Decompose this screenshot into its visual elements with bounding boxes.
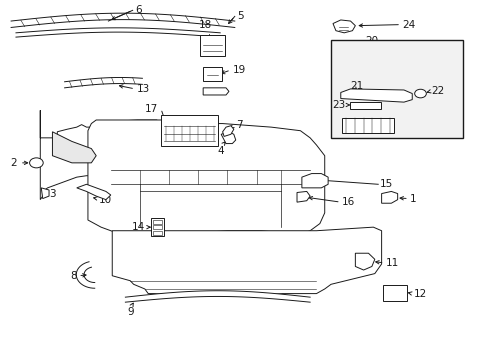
Text: 8: 8 [70, 271, 77, 281]
Bar [153, 225, 162, 229]
Polygon shape [203, 88, 228, 95]
Text: 17: 17 [144, 104, 158, 113]
Text: 21: 21 [350, 81, 363, 91]
Text: 15: 15 [379, 179, 392, 189]
Polygon shape [296, 192, 309, 202]
Bar [161, 114, 218, 146]
Text: 3: 3 [49, 189, 56, 199]
Text: 2: 2 [10, 158, 17, 168]
Circle shape [30, 158, 43, 168]
Text: 5: 5 [237, 12, 244, 21]
Polygon shape [332, 20, 355, 33]
Bar [203, 67, 221, 81]
Bar [153, 231, 162, 235]
Polygon shape [355, 253, 374, 270]
Text: 9: 9 [127, 307, 133, 317]
Text: 16: 16 [341, 197, 354, 207]
Text: 4: 4 [217, 146, 224, 156]
Bar [153, 220, 162, 224]
Text: 23: 23 [332, 100, 345, 110]
Text: 24: 24 [402, 19, 415, 30]
Polygon shape [40, 111, 157, 200]
Polygon shape [340, 89, 411, 102]
Text: 19: 19 [232, 65, 245, 75]
Text: 11: 11 [385, 258, 398, 268]
Text: 10: 10 [99, 195, 112, 204]
Bar [200, 35, 224, 56]
Polygon shape [52, 132, 96, 163]
Text: 1: 1 [409, 194, 416, 203]
Text: 18: 18 [199, 20, 212, 30]
Polygon shape [112, 227, 381, 294]
Polygon shape [222, 126, 233, 136]
Bar [330, 40, 462, 138]
Text: 7: 7 [235, 120, 242, 130]
Text: 22: 22 [431, 86, 444, 96]
Circle shape [414, 89, 426, 98]
Bar [350, 102, 380, 109]
Text: 20: 20 [365, 36, 377, 46]
Polygon shape [88, 120, 324, 234]
Polygon shape [77, 184, 111, 200]
Polygon shape [382, 285, 407, 301]
Polygon shape [151, 217, 164, 237]
Polygon shape [41, 188, 49, 199]
Polygon shape [381, 192, 397, 203]
Bar [341, 118, 393, 133]
Polygon shape [301, 174, 327, 188]
Text: 14: 14 [131, 222, 144, 232]
Text: 13: 13 [136, 84, 149, 94]
Text: 6: 6 [135, 5, 142, 15]
Text: 12: 12 [413, 289, 426, 298]
Polygon shape [221, 132, 235, 144]
